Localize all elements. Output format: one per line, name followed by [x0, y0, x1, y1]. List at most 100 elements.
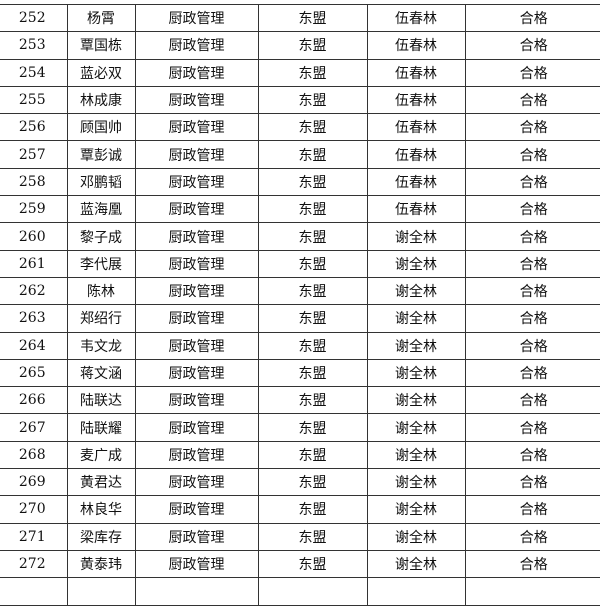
- table-row: 260 黎子成 厨政管理 东盟 谢全林 合格: [0, 222, 600, 251]
- course-name-cell: 厨政管理: [134, 440, 259, 470]
- table-row: 261 李代展 厨政管理 东盟 谢全林 合格: [0, 249, 600, 278]
- course-name-cell: 厨政管理: [134, 58, 259, 87]
- course-name-cell: 厨政管理: [134, 331, 259, 360]
- region-cell: 东盟: [257, 113, 368, 142]
- student-name-cell: 韦文龙: [66, 331, 136, 360]
- student-name-cell: 陆联耀: [66, 413, 136, 442]
- table-row: 271 梁库存 厨政管理 东盟 谢全林 合格: [0, 522, 600, 551]
- course-name-cell: 厨政管理: [134, 304, 259, 333]
- course-name-cell: 厨政管理: [134, 413, 259, 442]
- teacher-name-cell: 谢全林: [366, 440, 466, 470]
- course-name-cell: 厨政管理: [134, 468, 259, 497]
- table-row: 265 蒋文涵 厨政管理 东盟 谢全林 合格: [0, 358, 600, 388]
- region-cell: 东盟: [257, 58, 368, 87]
- student-results-table: 252 杨霄 厨政管理 东盟 伍春林 合格 253 覃国栋 厨政管理 东盟 伍春林 合格 254 蓝必双厨…: [0, 3, 600, 606]
- course-name-cell: 厨政管理: [134, 195, 259, 224]
- table-row: 262 陈林 厨政管理 东盟 谢全林 合格: [0, 276, 600, 306]
- result-status-cell: 合格: [464, 358, 600, 388]
- region-cell: 东盟: [257, 249, 368, 278]
- result-status-cell: 合格: [464, 386, 600, 415]
- row-number-cell: 253: [0, 31, 68, 60]
- teacher-name-cell: 伍春林: [366, 113, 466, 142]
- result-status-cell: 合格: [464, 195, 600, 224]
- table-row: 255 林成康 厨政管理 东盟 伍春林 合格: [0, 85, 600, 115]
- result-status-cell: 合格: [464, 3, 600, 33]
- row-number-cell: 272: [0, 549, 68, 579]
- student-name-cell: 郑绍行: [66, 304, 136, 333]
- teacher-name-cell: 伍春林: [366, 167, 466, 197]
- row-number-cell: 267: [0, 413, 68, 442]
- teacher-name-cell: 谢全林: [366, 522, 466, 551]
- region-cell: 东盟: [257, 468, 368, 497]
- course-name-cell: 厨政管理: [134, 222, 259, 251]
- table-row: 256 顾国帅 厨政管理 东盟 伍春林 合格: [0, 113, 600, 142]
- course-name-cell: 厨政管理: [134, 386, 259, 415]
- row-number-cell: 258: [0, 167, 68, 197]
- region-cell: 东盟: [257, 276, 368, 306]
- course-name-cell: 厨政管理: [134, 549, 259, 579]
- student-name-cell: 林成康: [66, 85, 136, 115]
- student-name-cell: 陆联达: [66, 386, 136, 415]
- table-row: 258 邓鹏韬 厨政管理 东盟 伍春林 合格: [0, 167, 600, 197]
- row-number-cell: 259: [0, 195, 68, 224]
- student-name-cell: 顾国帅: [66, 113, 136, 142]
- region-cell: 东盟: [257, 358, 368, 388]
- empty-cell: [134, 577, 259, 606]
- result-status-cell: 合格: [464, 31, 600, 60]
- table-row: 272 黄泰玮 厨政管理 东盟 谢全林 合格: [0, 549, 600, 579]
- row-number-cell: 271: [0, 522, 68, 551]
- teacher-name-cell: 谢全林: [366, 413, 466, 442]
- row-number-cell: 268: [0, 440, 68, 470]
- result-status-cell: 合格: [464, 549, 600, 579]
- student-name-cell: 蓝海凰: [66, 195, 136, 224]
- student-name-cell: 覃彭诚: [66, 140, 136, 169]
- student-name-cell: 邓鹏韬: [66, 167, 136, 197]
- region-cell: 东盟: [257, 3, 368, 33]
- course-name-cell: 厨政管理: [134, 31, 259, 60]
- teacher-name-cell: 伍春林: [366, 195, 466, 224]
- teacher-name-cell: 伍春林: [366, 31, 466, 60]
- teacher-name-cell: 谢全林: [366, 222, 466, 251]
- student-name-cell: 李代展: [66, 249, 136, 278]
- table-row: 266 陆联达 厨政管理 东盟 谢全林 合格: [0, 386, 600, 415]
- teacher-name-cell: 谢全林: [366, 276, 466, 306]
- student-name-cell: 黄君达: [66, 468, 136, 497]
- table-row: 263 郑绍行 厨政管理 东盟 谢全林 合格: [0, 304, 600, 333]
- course-name-cell: 厨政管理: [134, 358, 259, 388]
- row-number-cell: 261: [0, 249, 68, 278]
- result-status-cell: 合格: [464, 140, 600, 169]
- table-row: 268 麦广成 厨政管理 东盟 谢全林 合格: [0, 440, 600, 470]
- table-row: 270 林良华 厨政管理 东盟 谢全林 合格: [0, 495, 600, 524]
- student-name-cell: 梁库存: [66, 522, 136, 551]
- table-row: 254 蓝必双 厨政管理 东盟 伍春林 合格: [0, 58, 600, 87]
- region-cell: 东盟: [257, 85, 368, 115]
- course-name-cell: 厨政管理: [134, 140, 259, 169]
- teacher-name-cell: 谢全林: [366, 386, 466, 415]
- result-status-cell: 合格: [464, 522, 600, 551]
- row-number-cell: 257: [0, 140, 68, 169]
- region-cell: 东盟: [257, 195, 368, 224]
- course-name-cell: 厨政管理: [134, 522, 259, 551]
- region-cell: 东盟: [257, 304, 368, 333]
- teacher-name-cell: 伍春林: [366, 3, 466, 33]
- teacher-name-cell: 谢全林: [366, 331, 466, 360]
- region-cell: 东盟: [257, 31, 368, 60]
- table-body: 252 杨霄 厨政管理 东盟 伍春林 合格 253 覃国栋 厨政管理 东盟 伍春林 合格 254 蓝必双厨…: [0, 3, 600, 606]
- table-row: 257 覃彭诚 厨政管理 东盟 伍春林 合格: [0, 140, 600, 169]
- empty-cell: [257, 577, 368, 606]
- table-row: 253 覃国栋 厨政管理 东盟 伍春林 合格: [0, 31, 600, 60]
- empty-cell: [464, 577, 600, 606]
- student-name-cell: 覃国栋: [66, 31, 136, 60]
- table-row: 259 蓝海凰 厨政管理 东盟 伍春林 合格: [0, 195, 600, 224]
- teacher-name-cell: 谢全林: [366, 249, 466, 278]
- result-status-cell: 合格: [464, 413, 600, 442]
- result-status-cell: 合格: [464, 85, 600, 115]
- row-number-cell: 264: [0, 331, 68, 360]
- teacher-name-cell: 谢全林: [366, 358, 466, 388]
- table-row: 269 黄君达 厨政管理 东盟 谢全林 合格: [0, 468, 600, 497]
- student-name-cell: 黎子成: [66, 222, 136, 251]
- teacher-name-cell: 谢全林: [366, 304, 466, 333]
- student-name-cell: 陈林: [66, 276, 136, 306]
- teacher-name-cell: 伍春林: [366, 58, 466, 87]
- result-status-cell: 合格: [464, 331, 600, 360]
